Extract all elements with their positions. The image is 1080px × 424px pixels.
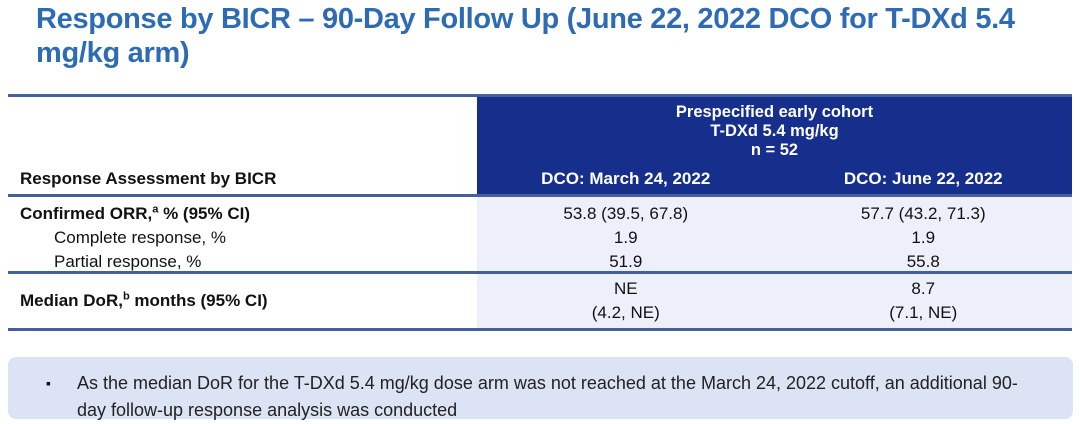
cell-partial-response-june: 55.8 xyxy=(906,252,940,271)
cohort-header-line-1: Prespecified early cohort xyxy=(675,103,874,121)
stub-header-label: Response Assessment by BICR xyxy=(20,169,277,188)
cell-partial-response-march: 51.9 xyxy=(609,252,643,271)
cell-dor-march-line-2: (4.2, NE) xyxy=(591,303,660,322)
cohort-header-line-3: n = 52 xyxy=(750,141,799,159)
row-label-complete-response: Complete response, % xyxy=(54,228,226,247)
column-header-june: DCO: June 22, 2022 xyxy=(843,169,1003,188)
cell-dor-june-line-2: (7.1, NE) xyxy=(889,303,958,322)
cell-orr-march: 53.8 (39.5, 67.8) xyxy=(563,204,689,223)
cell-orr-june: 57.7 (43.2, 71.3) xyxy=(860,204,986,223)
stub-header-cell: Response Assessment by BICR xyxy=(8,97,477,194)
footnote-marker-a: a xyxy=(152,203,159,216)
cell-dor-june-line-1: 8.7 xyxy=(911,279,936,298)
cohort-header-cell: Prespecified early cohort T-DXd 5.4 mg/k… xyxy=(477,97,1072,194)
median-dor-label-text: Median DoR, xyxy=(20,291,123,310)
dco-header-row: DCO: March 24, 2022 DCO: June 22, 2022 xyxy=(477,169,1072,189)
confirmed-orr-label-text: Confirmed ORR, xyxy=(20,204,153,223)
table-row-partial-response: Partial response, % 51.9 55.8 xyxy=(8,250,1072,274)
orr-section: Confirmed ORR,a % (95% CI) 53.8 (39.5, 6… xyxy=(8,197,1072,274)
table-row-confirmed-orr: Confirmed ORR,a % (95% CI) 53.8 (39.5, 6… xyxy=(8,201,1072,226)
cell-dor-june: 8.7 (7.1, NE) xyxy=(775,277,1073,325)
square-bullet-icon: ▪ xyxy=(46,375,51,391)
table-header-row: Response Assessment by BICR Prespecified… xyxy=(8,97,1072,197)
table-row-median-dor: Median DoR,b months (95% CI) NE (4.2, NE… xyxy=(8,277,1072,325)
slide-title: Response by BICR – 90-Day Follow Up (Jun… xyxy=(36,3,1015,69)
row-label-confirmed-orr: Confirmed ORR,a % (95% CI) xyxy=(8,201,477,226)
footnote-text: As the median DoR for the T-DXd 5.4 mg/k… xyxy=(76,373,1018,420)
cell-dor-march: NE (4.2, NE) xyxy=(477,277,775,325)
row-label-median-dor: Median DoR,b months (95% CI) xyxy=(8,277,477,325)
footnote-marker-b: b xyxy=(122,290,130,303)
cell-complete-response-march: 1.9 xyxy=(613,228,638,247)
slide: Response by BICR – 90-Day Follow Up (Jun… xyxy=(8,3,1073,420)
column-header-march: DCO: March 24, 2022 xyxy=(541,169,711,188)
footnote-box: ▪ As the median DoR for the T-DXd 5.4 mg… xyxy=(8,357,1073,420)
table-row-complete-response: Complete response, % 1.9 1.9 xyxy=(8,226,1072,250)
response-table: Response Assessment by BICR Prespecified… xyxy=(8,94,1072,331)
confirmed-orr-label-suffix: % (95% CI) xyxy=(158,204,250,223)
cohort-header-line-2: T-DXd 5.4 mg/kg xyxy=(710,122,839,140)
row-label-partial-response: Partial response, % xyxy=(54,252,202,271)
cohort-header: Prespecified early cohort T-DXd 5.4 mg/k… xyxy=(477,103,1072,160)
median-dor-label-suffix: months (95% CI) xyxy=(129,291,268,310)
cell-complete-response-june: 1.9 xyxy=(911,228,936,247)
dor-section: Median DoR,b months (95% CI) NE (4.2, NE… xyxy=(8,274,1072,328)
cell-dor-march-line-1: NE xyxy=(613,279,638,298)
median-dor-label-wrap: Median DoR,b months (95% CI) xyxy=(20,289,268,313)
